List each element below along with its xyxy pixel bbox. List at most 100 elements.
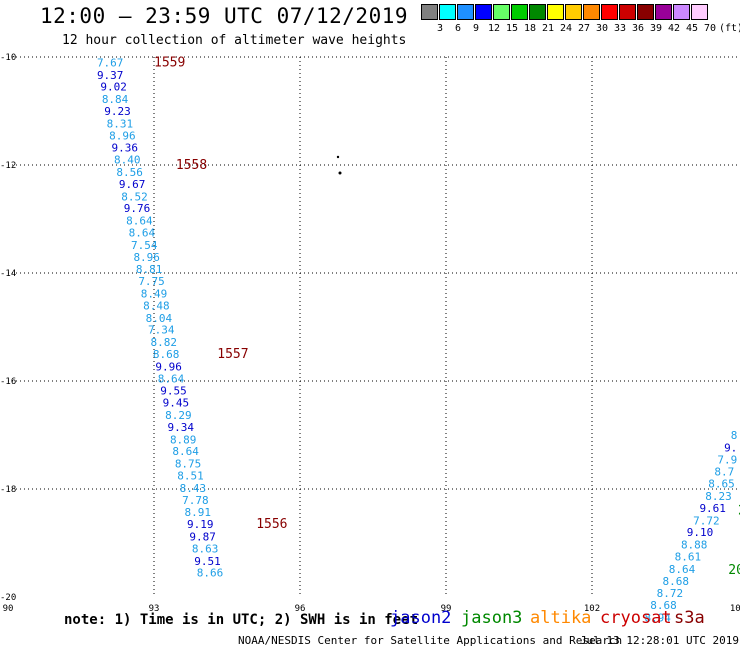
swh-value: 7.78 [182,494,209,507]
legend-label: 42 [667,23,681,34]
swh-value: 9.23 [104,105,131,118]
swh-value: 9.61 [699,502,726,515]
x-tick-label: 99 [441,604,452,614]
swh-value: 9.45 [163,397,190,410]
island-mark [336,155,342,175]
swh-value: 8.64 [129,227,156,240]
swh-value: 8.43 [180,482,207,495]
swh-value: 9.55 [160,385,187,398]
time-label: 2 [738,504,740,519]
legend-swatch [457,4,474,20]
swh-value: 8.88 [681,539,708,552]
legend-label: 6 [454,23,462,34]
legend-label: 15 [505,23,519,34]
swh-value: 8.63 [192,542,219,555]
swh-value: 8.91 [185,506,212,519]
swh-value: 8.51 [177,470,204,483]
swh-value: 8.72 [657,587,684,600]
time-label: 1557 [217,347,248,362]
legend-label: 21 [541,23,555,34]
swh-value: 9.19 [187,518,214,531]
legend-swatch [421,4,438,20]
legend-label: 33 [613,23,627,34]
legend-swatch [475,4,492,20]
swh-value: 8.81 [136,263,163,276]
swh-value: 8 [731,429,738,442]
grid [8,56,738,597]
legend-label: 39 [649,23,663,34]
legend-label: 70 [703,23,717,34]
swh-value: 8.40 [114,154,141,167]
swh-value: 8.56 [116,166,143,179]
y-tick-label: -18 [0,485,16,495]
swh-value: 8.68 [153,348,180,361]
swh-value: 8.94 [644,612,671,625]
swh-value: 9.87 [189,531,216,544]
x-tick-label: 105 [730,604,740,614]
legend-label: 3 [436,23,444,34]
legend-swatch [439,4,456,20]
legend-swatch [691,4,708,20]
x-tick-label: 90 [3,604,14,614]
generated-timestamp: Jul 13 12:28:01 UTC 2019 [580,634,739,647]
legend-unit: (ft) [719,23,740,34]
credit-text: NOAA/NESDIS Center for Satellite Applica… [238,634,623,647]
legend-swatch [655,4,672,20]
swh-value: 8.61 [675,551,702,564]
legend-label: 18 [523,23,537,34]
footer-note: note: 1) Time is in UTC; 2) SWH is in fe… [64,612,419,628]
x-tick-label: 93 [149,604,160,614]
y-tick-label: -14 [0,269,16,279]
swh-value: 7.67 [97,56,124,69]
legend-swatch [637,4,654,20]
swh-value: 8.68 [650,599,677,612]
swh-value: 8.89 [170,433,197,446]
swh-value: 9.34 [168,421,195,434]
legend-label: 36 [631,23,645,34]
swh-value: 8.23 [705,490,732,503]
swh-value: 8.68 [662,575,689,588]
swh-value: 7.34 [148,324,175,337]
swh-value: 8.29 [165,409,192,422]
mission-label: jason3 [461,608,523,628]
swh-value: 8.7 [714,466,734,479]
mission-label: s3a [674,608,705,628]
swh-value: 8.75 [175,458,202,471]
legend-swatch [619,4,636,20]
swh-value: 8.96 [109,129,136,142]
swh-value: 9.10 [687,526,714,539]
legend-swatch [673,4,690,20]
legend-swatch [583,4,600,20]
swh-value: 9.96 [155,360,182,373]
swh-value: 8.65 [708,478,735,491]
legend-label: 9 [472,23,480,34]
swh-value: 7.9 [717,453,737,466]
legend-label: 24 [559,23,573,34]
legend-swatch [547,4,564,20]
chart-title: 12:00 – 23:59 UTC 07/12/2019 [40,4,409,28]
legend-label: 12 [487,23,501,34]
legend-label: 27 [577,23,591,34]
time-label: 1559 [154,55,185,70]
swh-value: 7.54 [131,239,158,252]
legend-label: 45 [685,23,699,34]
y-tick-label: -20 [0,593,16,603]
legend-swatch [601,4,618,20]
legend-swatch [529,4,546,20]
swh-value: 9.37 [97,69,124,82]
swh-value: 8.82 [150,336,177,349]
x-tick-label: 102 [584,604,600,614]
swh-value: 8.52 [121,190,148,203]
mission-label: jason2 [390,608,452,628]
swh-value: 9.51 [194,555,221,568]
swh-value: 8.64 [126,215,153,228]
mission-label: cryosat [600,608,672,628]
legend-label: 30 [595,23,609,34]
swh-value: 8.49 [141,288,168,301]
swh-value: 9.36 [112,142,139,155]
swh-value: 8.64 [158,372,185,385]
swh-value: 8.64 [669,563,696,576]
swh-value: 9.02 [100,81,127,94]
swh-value: 8.96 [133,251,160,264]
